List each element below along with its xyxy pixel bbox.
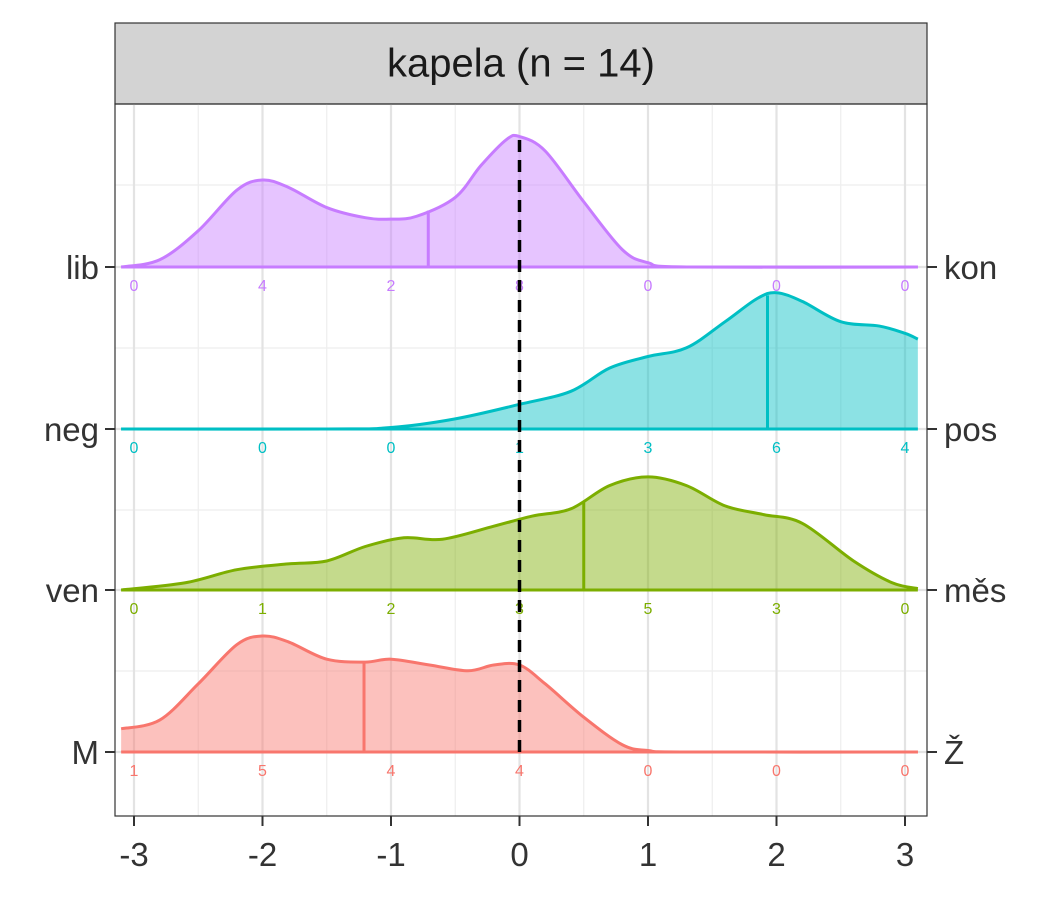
x-tick-label-6: 3	[896, 836, 914, 873]
y-label-right-měs: měs	[944, 572, 1006, 609]
x-tick-label-5: 2	[767, 836, 785, 873]
count-label-M: 0	[644, 763, 653, 780]
density-curve-ven	[120, 475, 919, 592]
chart-title: kapela (n = 14)	[387, 42, 655, 86]
count-label-lib: 0	[644, 278, 653, 295]
count-label-M: 0	[772, 763, 781, 780]
count-label-lib: 4	[258, 278, 267, 295]
count-label-lib: 0	[901, 278, 910, 295]
count-label-ven: 0	[130, 601, 139, 618]
count-label-M: 4	[515, 763, 524, 780]
count-label-lib: 2	[387, 278, 396, 295]
count-label-neg: 3	[644, 440, 653, 457]
count-label-lib: 0	[130, 278, 139, 295]
facet-strip: kapela (n = 14)	[114, 22, 928, 105]
x-tick-label-1: -2	[248, 836, 277, 873]
density-curve-lib	[120, 133, 918, 269]
x-tick-label-2: -1	[376, 836, 405, 873]
count-label-ven: 2	[387, 601, 396, 618]
density-area-ven	[121, 476, 918, 590]
count-label-ven: 3	[772, 601, 781, 618]
x-tick-label-3: 0	[510, 836, 528, 873]
count-label-ven: 0	[901, 601, 910, 618]
count-label-neg: 0	[130, 440, 139, 457]
count-label-M: 5	[258, 763, 267, 780]
facet-strip-background	[114, 22, 928, 105]
count-label-neg: 0	[387, 440, 396, 457]
count-label-neg: 0	[258, 440, 267, 457]
density-area-M	[121, 635, 918, 753]
x-tick-label-4: 1	[639, 836, 657, 873]
count-label-neg: 6	[772, 440, 781, 457]
count-label-neg: 4	[901, 440, 910, 457]
count-label-ven: 5	[644, 601, 653, 618]
count-label-ven: 1	[258, 601, 267, 618]
count-label-M: 4	[387, 763, 396, 780]
y-label-left-ven: ven	[46, 572, 99, 609]
density-curve-neg	[121, 291, 919, 431]
x-tick-label-0: -3	[119, 836, 148, 873]
count-label-M: 0	[901, 763, 910, 780]
density-curve-M	[120, 634, 918, 754]
y-label-right-kon: kon	[944, 249, 997, 286]
panel-border	[114, 103, 928, 817]
y-label-right-Ž: Ž	[944, 734, 964, 771]
y-label-left-neg: neg	[44, 411, 99, 448]
axes: lib kon neg pos ven měs M Ž -3 -2 -1 0 1 2 3	[44, 249, 1006, 873]
y-label-left-M: M	[72, 734, 100, 771]
count-label-M: 1	[130, 763, 139, 780]
count-label-lib: 0	[772, 278, 781, 295]
y-label-left-lib: lib	[66, 249, 99, 286]
y-label-right-pos: pos	[944, 411, 997, 448]
